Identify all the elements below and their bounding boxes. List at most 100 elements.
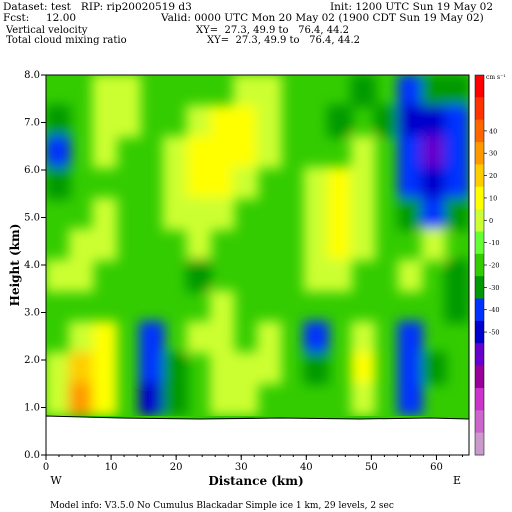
colorbar-swatch xyxy=(475,231,484,255)
contour-cell xyxy=(421,228,447,262)
x-axis: 0 10 20 30 40 50 60 xyxy=(43,455,463,473)
colorbar-swatch xyxy=(475,387,484,411)
contour-cell xyxy=(46,382,71,416)
x-tick-label: 20 xyxy=(170,462,183,473)
contour-cell xyxy=(421,104,447,138)
y-tick-label: 3.0 xyxy=(24,308,40,319)
contour-cell xyxy=(421,166,447,200)
contour-cell xyxy=(444,135,469,169)
contour-cell xyxy=(303,197,329,231)
cross-section-endpoints-1: XY= 27.3, 49.9 to 76.4, 44.2 xyxy=(196,25,349,36)
contour-cell xyxy=(186,135,212,169)
colorbar-tick-label: 0 xyxy=(489,217,493,225)
colorbar-swatch xyxy=(475,432,484,456)
contour-cell xyxy=(209,382,235,416)
contour-cell xyxy=(303,351,329,385)
valid-time-label: Valid: 0000 UTC Mon 20 May 02 (1900 CDT … xyxy=(161,12,484,24)
contour-cell xyxy=(139,351,165,385)
contour-cell xyxy=(92,321,118,354)
y-tick-label: 1.0 xyxy=(24,403,40,414)
x-tick-label: 0 xyxy=(43,462,49,473)
x-tick-label: 50 xyxy=(365,462,378,473)
contour-cell xyxy=(46,104,71,138)
contour-cell xyxy=(444,259,469,293)
contour-field xyxy=(46,75,469,455)
contour-cell xyxy=(256,104,282,138)
contour-cell xyxy=(397,135,423,169)
contour-cell xyxy=(397,75,423,107)
x-axis-label: Distance (km) xyxy=(208,474,303,488)
colorbar-swatch xyxy=(475,186,484,210)
contour-cell xyxy=(444,197,469,231)
y-tick-label: 7.0 xyxy=(24,118,40,129)
contour-cell xyxy=(233,75,259,107)
y-tick-label: 6.0 xyxy=(24,165,40,176)
contour-cell xyxy=(350,75,376,107)
x-tick-label: 30 xyxy=(235,462,248,473)
contour-cell xyxy=(397,321,423,354)
colorbar-swatch xyxy=(475,298,484,322)
contour-cell xyxy=(92,135,118,169)
model-info-footer: Model info: V3.5.0 No Cumulus Blackadar … xyxy=(50,501,394,511)
contour-cell xyxy=(350,228,376,262)
colorbar-swatch xyxy=(475,343,484,367)
contour-cell xyxy=(444,104,469,138)
colorbar: 40 30 20 10 0 -10 -20 -30 -40 -50 xyxy=(474,74,499,456)
colorbar-swatch xyxy=(475,164,484,188)
y-axis-label: Height (km) xyxy=(8,224,22,307)
contour-cell xyxy=(139,382,165,416)
field-name-vertical-velocity: Vertical velocity xyxy=(6,25,88,36)
contour-cell xyxy=(162,166,188,200)
colorbar-tick-label: 40 xyxy=(489,127,497,135)
contour-cell xyxy=(397,382,423,416)
contour-cell xyxy=(68,351,94,385)
contour-cell xyxy=(327,166,353,200)
contour-cell xyxy=(186,104,212,138)
colorbar-tick-label: 10 xyxy=(489,194,497,202)
terrain-mask xyxy=(45,415,470,456)
contour-cell xyxy=(444,290,469,323)
contour-cell xyxy=(421,135,447,169)
colorbar-tick-label: -10 xyxy=(489,239,499,247)
contour-cell xyxy=(115,75,141,107)
contour-cell xyxy=(397,259,423,293)
field-name-cloud-mixing-ratio: Total cloud mixing ratio xyxy=(6,35,127,46)
contour-cell xyxy=(92,228,118,262)
contour-cell xyxy=(327,259,353,293)
contour-cell xyxy=(397,197,423,231)
contour-cell xyxy=(68,321,94,354)
contour-cell xyxy=(350,351,376,385)
contour-cell xyxy=(162,382,188,416)
contour-cell xyxy=(327,228,353,262)
colorbar-tick-label: -50 xyxy=(489,329,499,337)
x-tick-label: 60 xyxy=(430,462,443,473)
y-tick-label: 0.0 xyxy=(24,450,40,461)
colorbar-swatch xyxy=(475,97,484,121)
contour-cell xyxy=(209,351,235,385)
y-axis: 0.0 1.0 2.0 3.0 4.0 5.0 6.0 7.0 8.0 xyxy=(24,70,46,461)
contour-cell xyxy=(444,166,469,200)
colorbar-tick-label: -30 xyxy=(489,284,499,292)
colorbar-swatch xyxy=(475,142,484,165)
contour-cell xyxy=(209,197,235,231)
colorbar-tick-label: 30 xyxy=(489,150,497,158)
contour-cell xyxy=(46,166,71,200)
contour-cell xyxy=(327,197,353,231)
x-left-end-label: W xyxy=(50,474,62,487)
contour-cell xyxy=(421,197,447,231)
contour-cell xyxy=(303,228,329,262)
contour-cell xyxy=(46,135,71,169)
contour-cell xyxy=(68,259,94,293)
contour-cell xyxy=(92,351,118,385)
contour-cell xyxy=(303,321,329,354)
contour-cell xyxy=(115,104,141,138)
y-tick-label: 4.0 xyxy=(24,260,40,271)
contour-cell xyxy=(397,104,423,138)
contour-cell xyxy=(92,382,118,416)
contour-cell xyxy=(303,166,329,200)
contour-cell xyxy=(186,321,212,354)
contour-cell xyxy=(46,259,71,293)
colorbar-swatch xyxy=(475,276,484,300)
colorbar-swatch xyxy=(475,119,484,143)
y-tick-label: 8.0 xyxy=(24,70,40,81)
